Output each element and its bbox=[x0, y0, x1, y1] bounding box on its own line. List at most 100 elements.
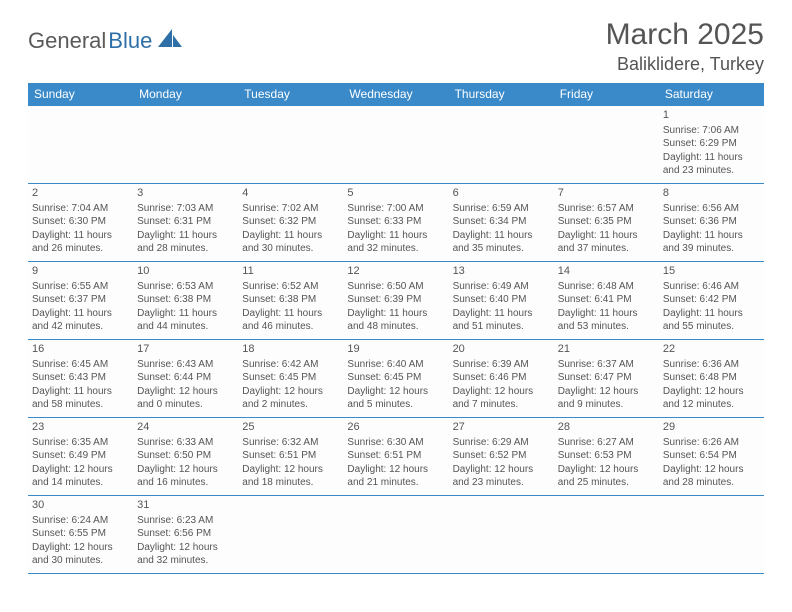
daylight-text: Daylight: 11 hours bbox=[137, 229, 234, 243]
calendar-day-cell: 6Sunrise: 6:59 AMSunset: 6:34 PMDaylight… bbox=[449, 184, 554, 262]
day-header: Sunday bbox=[28, 83, 133, 106]
daylight-text: and 32 minutes. bbox=[347, 242, 444, 256]
calendar-day-cell: 15Sunrise: 6:46 AMSunset: 6:42 PMDayligh… bbox=[659, 262, 764, 340]
sunrise-text: Sunrise: 6:57 AM bbox=[558, 202, 655, 216]
daylight-text: Daylight: 11 hours bbox=[32, 229, 129, 243]
calendar-day-cell bbox=[554, 496, 659, 574]
sunrise-text: Sunrise: 6:37 AM bbox=[558, 358, 655, 372]
sunrise-text: Sunrise: 6:26 AM bbox=[663, 436, 760, 450]
daylight-text: and 28 minutes. bbox=[663, 476, 760, 490]
calendar-day-cell: 9Sunrise: 6:55 AMSunset: 6:37 PMDaylight… bbox=[28, 262, 133, 340]
day-number: 15 bbox=[663, 264, 760, 279]
daylight-text: Daylight: 11 hours bbox=[242, 229, 339, 243]
calendar-day-cell: 20Sunrise: 6:39 AMSunset: 6:46 PMDayligh… bbox=[449, 340, 554, 418]
calendar-day-cell bbox=[238, 106, 343, 184]
daylight-text: and 2 minutes. bbox=[242, 398, 339, 412]
sunrise-text: Sunrise: 6:45 AM bbox=[32, 358, 129, 372]
day-number: 29 bbox=[663, 420, 760, 435]
calendar-day-cell: 29Sunrise: 6:26 AMSunset: 6:54 PMDayligh… bbox=[659, 418, 764, 496]
sunrise-text: Sunrise: 6:29 AM bbox=[453, 436, 550, 450]
day-header: Thursday bbox=[449, 83, 554, 106]
day-number: 17 bbox=[137, 342, 234, 357]
daylight-text: and 51 minutes. bbox=[453, 320, 550, 334]
calendar-day-cell: 23Sunrise: 6:35 AMSunset: 6:49 PMDayligh… bbox=[28, 418, 133, 496]
logo: General Blue bbox=[28, 28, 184, 54]
day-number: 31 bbox=[137, 498, 234, 513]
day-number: 8 bbox=[663, 186, 760, 201]
day-number: 6 bbox=[453, 186, 550, 201]
sunset-text: Sunset: 6:38 PM bbox=[242, 293, 339, 307]
daylight-text: Daylight: 12 hours bbox=[32, 463, 129, 477]
daylight-text: and 30 minutes. bbox=[242, 242, 339, 256]
day-number: 3 bbox=[137, 186, 234, 201]
daylight-text: Daylight: 11 hours bbox=[663, 151, 760, 165]
sunset-text: Sunset: 6:32 PM bbox=[242, 215, 339, 229]
location: Baliklidere, Turkey bbox=[606, 54, 764, 75]
sunset-text: Sunset: 6:35 PM bbox=[558, 215, 655, 229]
daylight-text: Daylight: 12 hours bbox=[663, 463, 760, 477]
sunrise-text: Sunrise: 6:43 AM bbox=[137, 358, 234, 372]
day-number: 2 bbox=[32, 186, 129, 201]
daylight-text: Daylight: 11 hours bbox=[32, 307, 129, 321]
day-number: 20 bbox=[453, 342, 550, 357]
daylight-text: and 25 minutes. bbox=[558, 476, 655, 490]
calendar-day-cell: 25Sunrise: 6:32 AMSunset: 6:51 PMDayligh… bbox=[238, 418, 343, 496]
sunset-text: Sunset: 6:51 PM bbox=[347, 449, 444, 463]
calendar-day-cell: 17Sunrise: 6:43 AMSunset: 6:44 PMDayligh… bbox=[133, 340, 238, 418]
sunrise-text: Sunrise: 7:03 AM bbox=[137, 202, 234, 216]
calendar-day-cell: 13Sunrise: 6:49 AMSunset: 6:40 PMDayligh… bbox=[449, 262, 554, 340]
logo-sail-icon bbox=[158, 29, 184, 54]
sunset-text: Sunset: 6:36 PM bbox=[663, 215, 760, 229]
calendar-day-cell bbox=[449, 496, 554, 574]
sunset-text: Sunset: 6:53 PM bbox=[558, 449, 655, 463]
day-number: 16 bbox=[32, 342, 129, 357]
sunset-text: Sunset: 6:34 PM bbox=[453, 215, 550, 229]
daylight-text: and 7 minutes. bbox=[453, 398, 550, 412]
daylight-text: Daylight: 12 hours bbox=[558, 463, 655, 477]
calendar-day-cell: 26Sunrise: 6:30 AMSunset: 6:51 PMDayligh… bbox=[343, 418, 448, 496]
day-number: 19 bbox=[347, 342, 444, 357]
day-number: 22 bbox=[663, 342, 760, 357]
daylight-text: Daylight: 12 hours bbox=[558, 385, 655, 399]
sunrise-text: Sunrise: 6:27 AM bbox=[558, 436, 655, 450]
daylight-text: Daylight: 12 hours bbox=[242, 385, 339, 399]
daylight-text: Daylight: 11 hours bbox=[32, 385, 129, 399]
calendar-day-cell: 8Sunrise: 6:56 AMSunset: 6:36 PMDaylight… bbox=[659, 184, 764, 262]
daylight-text: and 28 minutes. bbox=[137, 242, 234, 256]
day-number: 21 bbox=[558, 342, 655, 357]
day-number: 7 bbox=[558, 186, 655, 201]
calendar-day-cell: 1Sunrise: 7:06 AMSunset: 6:29 PMDaylight… bbox=[659, 106, 764, 184]
calendar-day-cell: 30Sunrise: 6:24 AMSunset: 6:55 PMDayligh… bbox=[28, 496, 133, 574]
logo-text-general: General bbox=[28, 28, 106, 54]
sunrise-text: Sunrise: 6:42 AM bbox=[242, 358, 339, 372]
sunrise-text: Sunrise: 6:40 AM bbox=[347, 358, 444, 372]
daylight-text: Daylight: 11 hours bbox=[242, 307, 339, 321]
month-title: March 2025 bbox=[606, 18, 764, 52]
sunset-text: Sunset: 6:48 PM bbox=[663, 371, 760, 385]
day-header: Tuesday bbox=[238, 83, 343, 106]
daylight-text: Daylight: 12 hours bbox=[137, 463, 234, 477]
day-number: 11 bbox=[242, 264, 339, 279]
daylight-text: and 58 minutes. bbox=[32, 398, 129, 412]
sunset-text: Sunset: 6:47 PM bbox=[558, 371, 655, 385]
sunset-text: Sunset: 6:51 PM bbox=[242, 449, 339, 463]
sunrise-text: Sunrise: 6:52 AM bbox=[242, 280, 339, 294]
day-number: 26 bbox=[347, 420, 444, 435]
daylight-text: and 46 minutes. bbox=[242, 320, 339, 334]
daylight-text: Daylight: 11 hours bbox=[558, 307, 655, 321]
daylight-text: and 32 minutes. bbox=[137, 554, 234, 568]
calendar-day-cell: 18Sunrise: 6:42 AMSunset: 6:45 PMDayligh… bbox=[238, 340, 343, 418]
sunset-text: Sunset: 6:41 PM bbox=[558, 293, 655, 307]
day-number: 9 bbox=[32, 264, 129, 279]
calendar-day-cell: 14Sunrise: 6:48 AMSunset: 6:41 PMDayligh… bbox=[554, 262, 659, 340]
sunrise-text: Sunrise: 6:24 AM bbox=[32, 514, 129, 528]
calendar-day-cell: 31Sunrise: 6:23 AMSunset: 6:56 PMDayligh… bbox=[133, 496, 238, 574]
calendar-day-cell: 16Sunrise: 6:45 AMSunset: 6:43 PMDayligh… bbox=[28, 340, 133, 418]
sunset-text: Sunset: 6:45 PM bbox=[242, 371, 339, 385]
calendar-day-cell bbox=[28, 106, 133, 184]
calendar-table: Sunday Monday Tuesday Wednesday Thursday… bbox=[28, 83, 764, 574]
day-header: Saturday bbox=[659, 83, 764, 106]
sunset-text: Sunset: 6:50 PM bbox=[137, 449, 234, 463]
calendar-day-cell: 21Sunrise: 6:37 AMSunset: 6:47 PMDayligh… bbox=[554, 340, 659, 418]
daylight-text: Daylight: 11 hours bbox=[137, 307, 234, 321]
